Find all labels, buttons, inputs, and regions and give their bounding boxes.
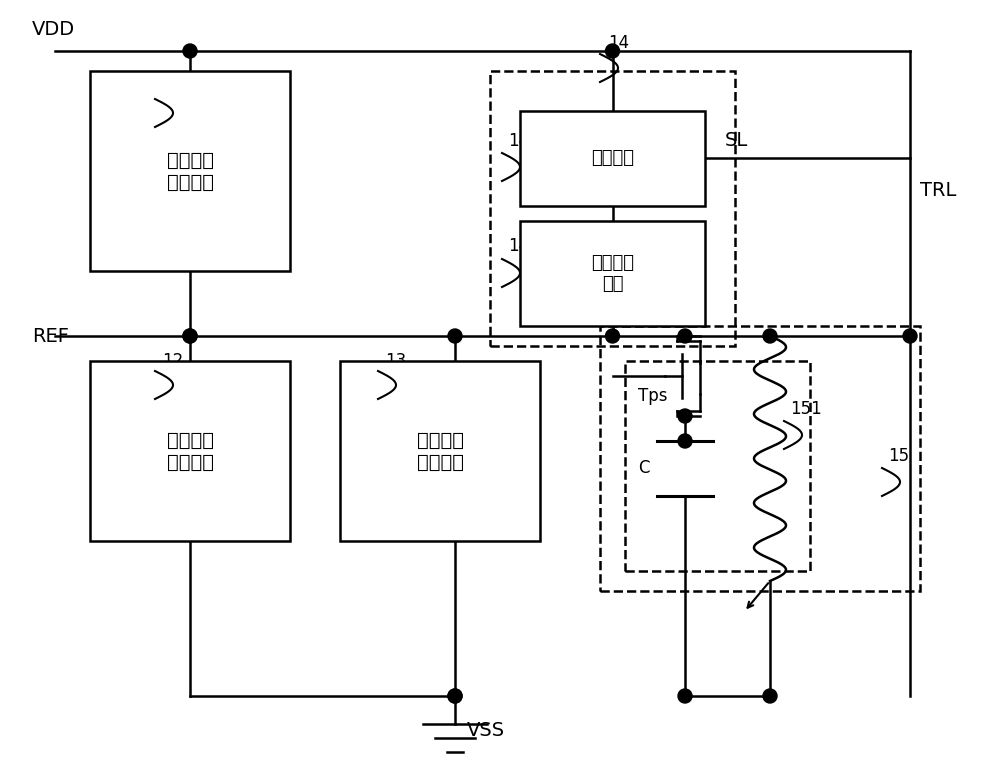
Text: C: C <box>638 460 650 477</box>
Circle shape <box>448 329 462 343</box>
Text: 第一固定
电阻单元: 第一固定 电阻单元 <box>166 150 214 191</box>
Circle shape <box>448 689 462 703</box>
Circle shape <box>678 434 692 448</box>
Text: 13: 13 <box>385 352 406 370</box>
Circle shape <box>183 329 197 343</box>
Circle shape <box>183 44 197 58</box>
Text: 11: 11 <box>162 80 183 98</box>
Bar <box>625 361 810 571</box>
Circle shape <box>763 689 777 703</box>
Circle shape <box>606 329 620 343</box>
Text: 14: 14 <box>608 34 629 52</box>
Text: 142: 142 <box>508 237 540 255</box>
Bar <box>520 221 705 326</box>
Text: 151: 151 <box>790 400 822 418</box>
Circle shape <box>903 329 917 343</box>
Text: 第二固定
电阻单元: 第二固定 电阻单元 <box>166 430 214 472</box>
Text: TRL: TRL <box>920 181 956 200</box>
Bar <box>520 111 705 206</box>
Circle shape <box>678 329 692 343</box>
Text: 12: 12 <box>162 352 183 370</box>
Text: 控制开关: 控制开关 <box>591 150 634 167</box>
Circle shape <box>606 44 620 58</box>
Circle shape <box>183 329 197 343</box>
Text: VDD: VDD <box>32 20 75 39</box>
Text: REF: REF <box>32 326 69 345</box>
Bar <box>90 71 290 271</box>
Text: 141: 141 <box>508 132 540 150</box>
Text: SL: SL <box>725 132 748 150</box>
Text: 第三固定
电阻单元: 第三固定 电阻单元 <box>417 430 464 472</box>
Circle shape <box>678 689 692 703</box>
Bar <box>490 71 735 346</box>
Bar <box>90 361 290 541</box>
Circle shape <box>763 329 777 343</box>
Bar <box>600 326 920 591</box>
Bar <box>340 361 540 541</box>
Text: VSS: VSS <box>467 721 505 739</box>
Circle shape <box>448 689 462 703</box>
Text: Tps: Tps <box>638 387 668 405</box>
Text: 15: 15 <box>888 447 909 465</box>
Text: 光敏电阻
单元: 光敏电阻 单元 <box>591 254 634 293</box>
Circle shape <box>678 409 692 423</box>
